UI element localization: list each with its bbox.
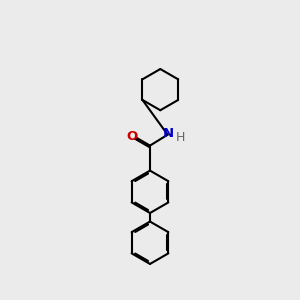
Text: H: H	[175, 130, 185, 143]
Text: O: O	[126, 130, 137, 143]
Text: N: N	[162, 127, 173, 140]
